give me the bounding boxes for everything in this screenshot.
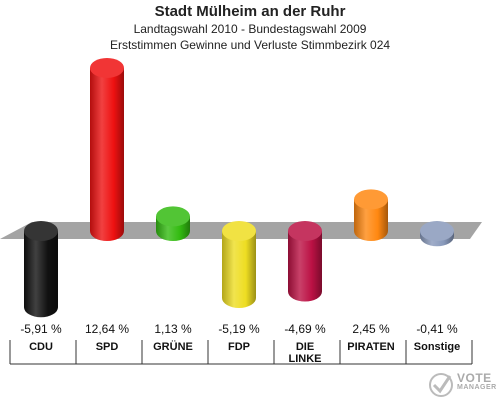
bar-cap-die-linke bbox=[288, 221, 322, 241]
value-label: 1,13 % bbox=[154, 322, 192, 336]
value-label: 2,45 % bbox=[352, 322, 390, 336]
value-label: -5,91 % bbox=[20, 322, 62, 336]
value-label: 12,64 % bbox=[85, 322, 129, 336]
category-label: SPD bbox=[96, 341, 119, 353]
bar-fdp bbox=[222, 231, 256, 308]
bar-spd bbox=[90, 67, 124, 241]
bar-cap-piraten bbox=[354, 189, 388, 210]
category-label: Sonstige bbox=[414, 341, 460, 353]
vote-manager-logo bbox=[429, 373, 453, 397]
category-label: PIRATEN bbox=[347, 341, 395, 353]
chart-subtitle-election: Landtagswahl 2010 - Bundestagswahl 2009 bbox=[133, 22, 367, 36]
bar-cap-cdu bbox=[24, 221, 58, 241]
bar-piraten bbox=[354, 199, 388, 241]
bar-die-linke bbox=[288, 231, 322, 302]
category-label: GRÜNE bbox=[153, 340, 193, 353]
value-label: -5,19 % bbox=[218, 322, 260, 336]
category-label: CDU bbox=[29, 341, 53, 353]
bar-cap-grüne bbox=[156, 206, 190, 227]
chart-subtitle-district: Erststimmen Gewinne und Verluste Stimmbe… bbox=[109, 38, 391, 52]
bar-cap-sonstige bbox=[420, 221, 454, 241]
bar-cdu bbox=[24, 231, 58, 318]
category-label: LINKE bbox=[289, 353, 322, 365]
value-label: -4,69 % bbox=[284, 322, 326, 336]
watermark-line2: MANAGER bbox=[457, 384, 497, 391]
watermark-line1: VOTE bbox=[457, 371, 492, 385]
value-label: -0,41 % bbox=[416, 322, 458, 336]
category-label: DIE bbox=[296, 341, 314, 353]
chart-title: Stadt Mülheim an der Ruhr bbox=[154, 3, 346, 20]
bar-cap-spd bbox=[90, 57, 124, 78]
bar-cap-fdp bbox=[222, 221, 256, 241]
category-label: FDP bbox=[228, 341, 250, 353]
ballot-check-icon bbox=[429, 373, 453, 397]
